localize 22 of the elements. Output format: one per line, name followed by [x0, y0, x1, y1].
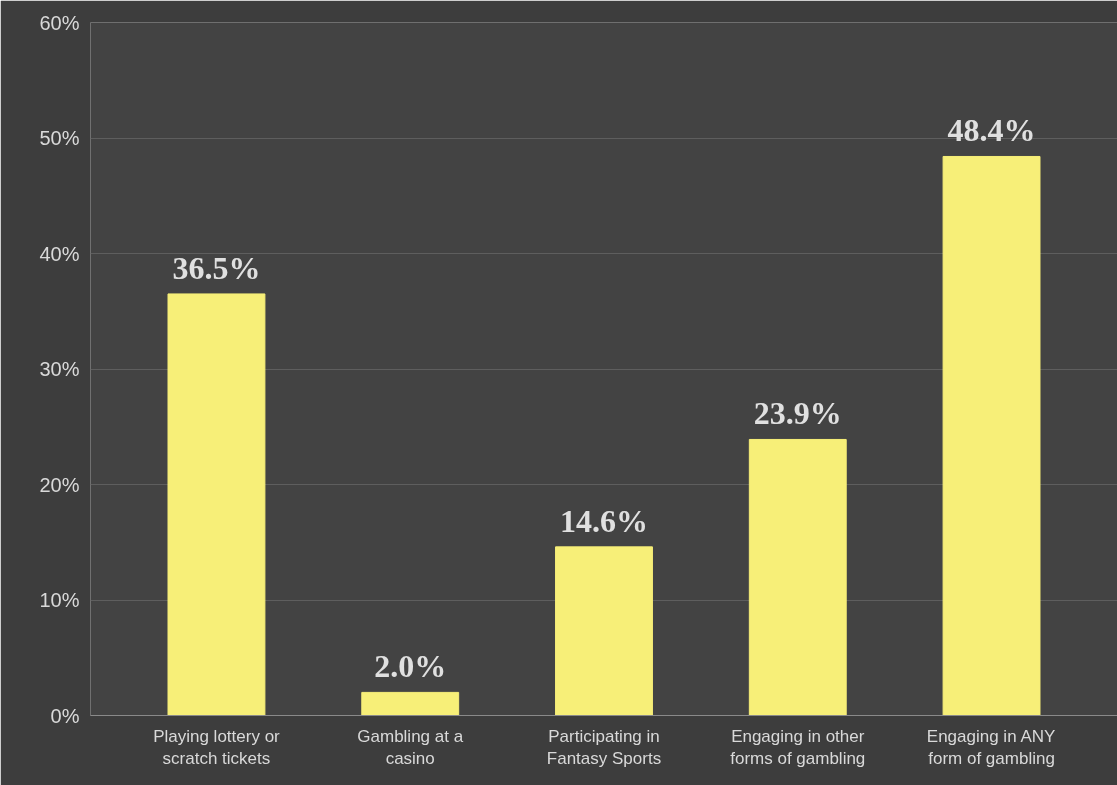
x-tick-label: Playing lottery or scratch tickets — [153, 726, 281, 769]
x-tick-label: Gambling at a casino — [357, 726, 464, 769]
bar — [555, 546, 653, 716]
data-label: 48.4% — [947, 112, 1036, 149]
bar — [167, 293, 266, 716]
y-tick-label: 0% — [50, 704, 80, 727]
data-label: 23.9% — [753, 395, 842, 432]
bar — [942, 155, 1041, 716]
data-label: 14.6% — [560, 502, 648, 539]
data-label: 2.0% — [374, 648, 447, 685]
y-tick-label: 50% — [39, 127, 80, 149]
data-label: 36.5% — [172, 249, 261, 286]
x-tick-label: Engaging in ANY form of gambling — [926, 726, 1056, 769]
y-tick-label: 30% — [39, 358, 80, 380]
y-tick-label: 20% — [39, 473, 80, 496]
y-tick-label: 60% — [39, 11, 80, 34]
y-tick-label: 10% — [39, 589, 80, 611]
x-tick-label: Engaging in other forms of gambling — [730, 726, 866, 769]
bar — [361, 691, 460, 716]
x-tick-label: Participating in Fantasy Sports — [546, 726, 662, 769]
y-tick-label: 40% — [39, 242, 80, 265]
bar — [748, 438, 847, 716]
